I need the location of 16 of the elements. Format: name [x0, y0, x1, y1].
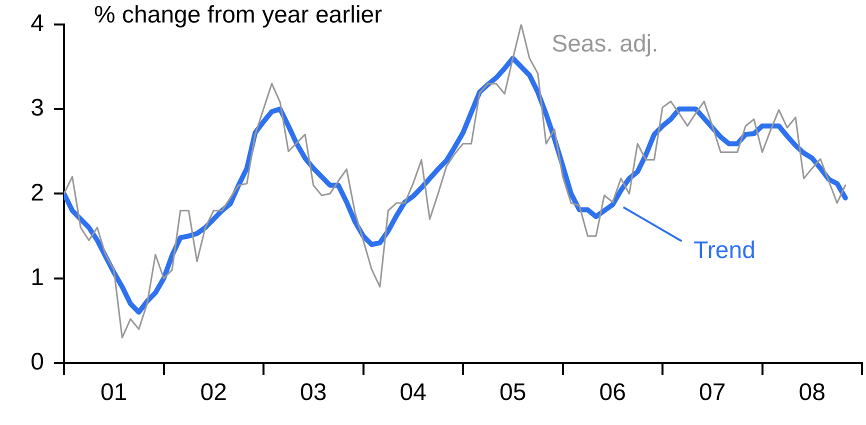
text: Trend — [694, 237, 756, 264]
x-tick-label: 07 — [699, 379, 726, 406]
x-tick-label: 02 — [200, 379, 227, 406]
y-tick-label: 2 — [30, 179, 44, 206]
y-tick-label: 4 — [30, 10, 44, 38]
x-tick-label: 03 — [300, 379, 327, 406]
y-tick-label: 1 — [30, 264, 44, 291]
y-tick-label: 0 — [30, 348, 44, 376]
x-tick-label: 04 — [400, 379, 426, 406]
x-tick-label: 06 — [599, 379, 626, 406]
x-tick-label: 08 — [798, 379, 826, 406]
series-label: Seas. adj. — [552, 30, 658, 58]
x-tick-label: 05 — [500, 379, 526, 406]
y-tick-label: 3 — [30, 94, 44, 122]
x-tick-label: 01 — [100, 379, 128, 406]
chart-title: % change from year earlier — [94, 2, 382, 29]
